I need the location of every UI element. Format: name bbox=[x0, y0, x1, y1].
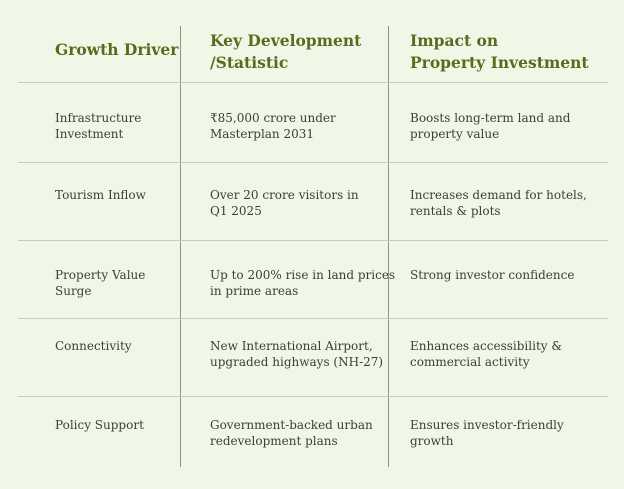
header-key-development: Key Development /Statistic bbox=[210, 31, 362, 72]
column-divider-2 bbox=[388, 26, 389, 467]
row-1-impact: Boosts long-term land and property value bbox=[410, 111, 571, 141]
row-5-impact: Ensures investor-friendly growth bbox=[410, 418, 564, 448]
row-5-driver: Policy Support bbox=[55, 418, 144, 432]
row-4-development: New International Airport, upgraded high… bbox=[210, 339, 384, 369]
row-divider-4 bbox=[18, 396, 608, 397]
row-2-impact: Increases demand for hotels, rentals & p… bbox=[410, 188, 587, 218]
row-4-impact: Enhances accessibility & commercial acti… bbox=[410, 339, 563, 369]
row-2-development: Over 20 crore visitors in Q1 2025 bbox=[210, 188, 359, 218]
row-1-driver: Infrastructure Investment bbox=[55, 111, 142, 141]
row-4-driver: Connectivity bbox=[55, 339, 132, 353]
row-1-development: ₹85,000 crore under Masterplan 2031 bbox=[210, 111, 336, 141]
row-divider-3 bbox=[18, 318, 608, 319]
row-3-development: Up to 200% rise in land prices in prime … bbox=[210, 268, 396, 298]
row-3-impact: Strong investor confidence bbox=[410, 268, 575, 282]
row-divider-header bbox=[18, 82, 608, 83]
row-2-driver: Tourism Inflow bbox=[55, 188, 146, 202]
row-3-driver: Property Value Surge bbox=[55, 268, 146, 298]
row-5-development: Government-backed urban redevelopment pl… bbox=[210, 418, 373, 448]
header-growth-driver: Growth Driver bbox=[55, 40, 179, 59]
column-divider-1 bbox=[180, 26, 181, 467]
row-divider-1 bbox=[18, 162, 608, 163]
row-divider-2 bbox=[18, 240, 608, 241]
header-impact: Impact on Property Investment bbox=[410, 31, 589, 72]
